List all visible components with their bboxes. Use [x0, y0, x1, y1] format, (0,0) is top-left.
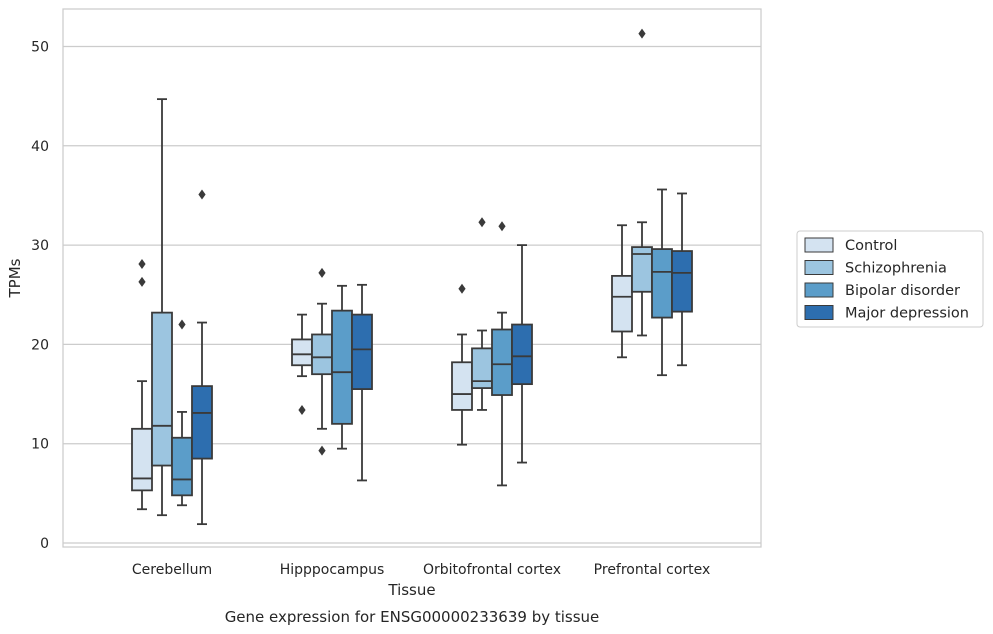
legend-frame — [796, 230, 984, 328]
x-tick-label: Cerebellum — [132, 562, 212, 578]
box-major-depression — [191, 189, 213, 526]
x-tick-label: Hipppocampus — [280, 562, 385, 578]
box-iqr — [331, 309, 353, 425]
y-tick-label: 50 — [31, 40, 49, 56]
box-iqr — [311, 333, 333, 376]
box-iqr — [671, 250, 693, 313]
outlier-point — [138, 258, 146, 269]
x-tick-label: Prefrontal cortex — [594, 562, 711, 578]
outlier-point — [318, 445, 326, 456]
y-tick-label: 20 — [31, 337, 49, 353]
box-iqr — [471, 347, 493, 389]
legend-label: Schizophrenia — [845, 261, 947, 277]
box-major-depression — [671, 192, 693, 367]
legend-swatch — [804, 305, 834, 320]
outlier-point — [198, 189, 206, 200]
y-tick-label: 40 — [31, 139, 49, 155]
y-tick-label: 30 — [31, 238, 49, 254]
outlier-point — [318, 267, 326, 278]
box-control — [611, 224, 633, 359]
outlier-point — [638, 28, 646, 39]
outlier-point — [458, 283, 466, 294]
outlier-point — [178, 319, 186, 330]
box-groups — [131, 28, 693, 526]
box-iqr — [611, 274, 633, 333]
box-bipolar-disorder — [491, 221, 513, 487]
box-bipolar-disorder — [331, 284, 353, 450]
legend-label: Bipolar disorder — [845, 283, 960, 299]
y-tick-label: 10 — [31, 437, 49, 453]
y-axis-title: TPMs — [6, 258, 24, 298]
box-major-depression — [351, 283, 373, 482]
box-iqr — [491, 328, 513, 396]
legend-swatch — [804, 282, 834, 298]
outlier-point — [138, 276, 146, 287]
legend: Control Schizophrenia Bipolar disorder Majo… — [796, 230, 984, 328]
box-iqr — [131, 427, 153, 492]
box-major-depression — [511, 244, 533, 464]
plot-frame — [62, 8, 762, 548]
box-iqr — [511, 323, 533, 386]
chart-caption: Gene expression for ENSG00000233639 by t… — [225, 608, 600, 626]
box-bipolar-disorder — [171, 319, 193, 507]
legend-label: Major depression — [845, 306, 969, 322]
legend-swatch — [804, 260, 834, 275]
outlier-point — [478, 217, 486, 228]
box-control — [291, 313, 313, 415]
box-iqr — [351, 313, 373, 390]
y-tick-label: 0 — [40, 536, 49, 552]
box-iqr — [171, 436, 193, 497]
box-iqr — [291, 338, 313, 367]
box-iqr — [191, 385, 213, 460]
box-control — [451, 283, 473, 446]
legend-label: Control — [845, 238, 897, 254]
y-axis-ticks: 0 10 20 30 40 50 — [31, 40, 49, 553]
x-axis-title: Tissue — [387, 581, 435, 599]
x-tick-label: Orbitofrontal cortex — [423, 562, 561, 578]
legend-swatch — [804, 237, 834, 253]
box-iqr — [651, 248, 673, 319]
x-axis-ticks: Cerebellum Hipppocampus Orbitofrontal cort… — [132, 562, 710, 578]
box-iqr — [451, 361, 473, 411]
outlier-point — [498, 221, 506, 232]
box-schizophrenia — [151, 98, 173, 517]
box-iqr — [151, 311, 173, 467]
outlier-point — [298, 404, 306, 415]
